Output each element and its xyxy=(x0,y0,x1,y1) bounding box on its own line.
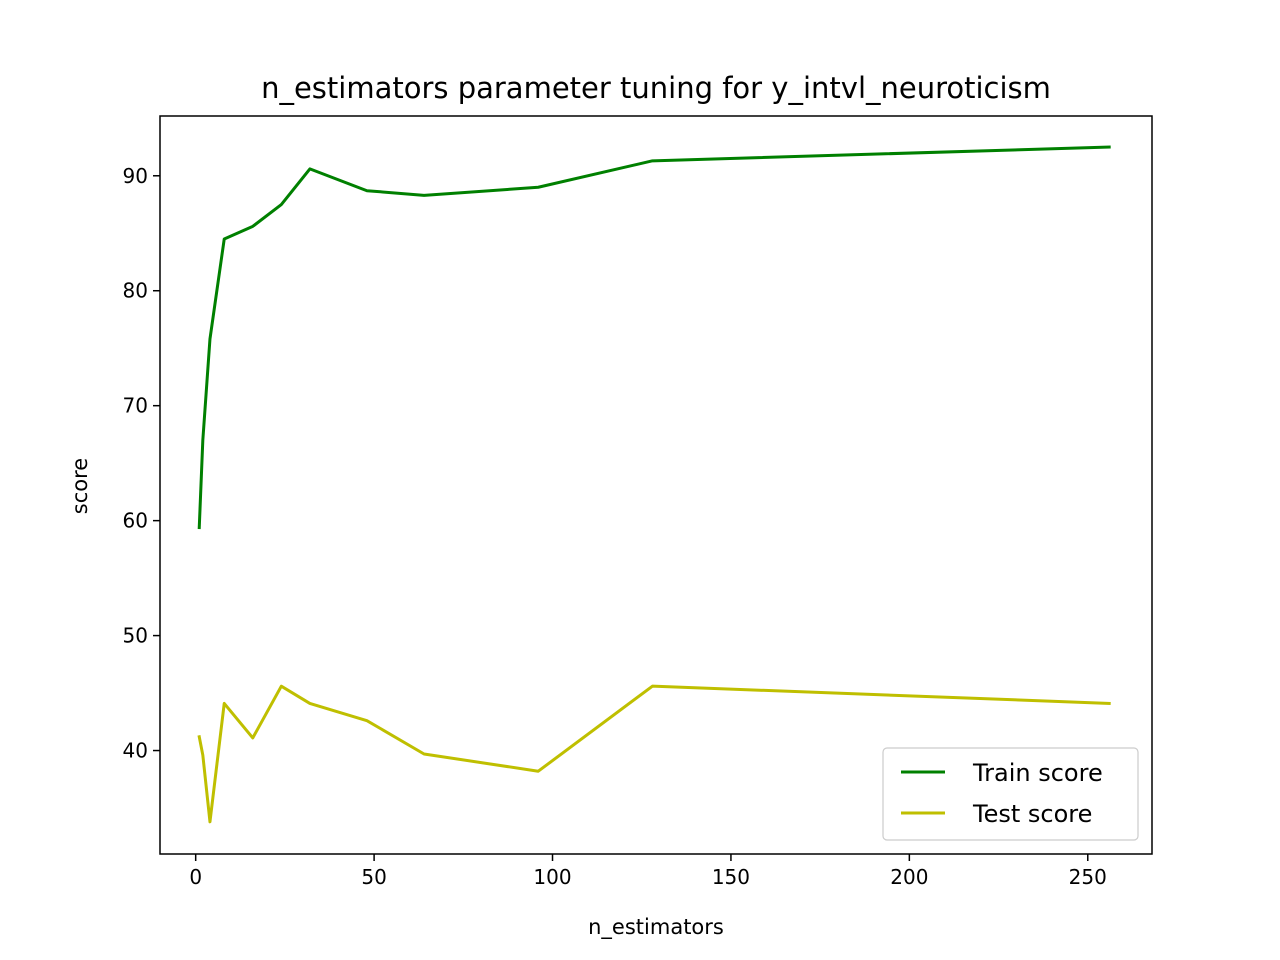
x-tick-label: 100 xyxy=(533,865,571,889)
y-tick-label: 90 xyxy=(123,164,148,188)
x-tick-label: 50 xyxy=(361,865,386,889)
axes-frame xyxy=(159,115,1153,855)
series-line-train-score xyxy=(197,145,1111,530)
y-axis-label: score xyxy=(68,458,92,514)
y-tick-label: 80 xyxy=(123,279,148,303)
y-tick-label: 40 xyxy=(123,739,148,763)
tick-group: 0 50 100 150 200 250 40 50 60 70 80 90 xyxy=(123,164,1107,889)
legend-label: Test score xyxy=(972,800,1092,828)
x-tick-label: 0 xyxy=(189,865,202,889)
y-tick-label: 60 xyxy=(123,509,148,533)
legend-label: Train score xyxy=(972,759,1103,787)
y-tick-label: 70 xyxy=(123,394,148,418)
x-tick-label: 200 xyxy=(890,865,928,889)
series-line-test-score xyxy=(197,684,1111,824)
series-group xyxy=(197,145,1111,824)
legend: Train score Test score xyxy=(882,747,1139,841)
x-tick-label: 150 xyxy=(712,865,750,889)
legend-box xyxy=(882,747,1139,841)
y-tick-label: 50 xyxy=(123,624,148,648)
chart-title: n_estimators parameter tuning for y_intv… xyxy=(261,71,1051,105)
x-axis-label: n_estimators xyxy=(588,915,724,940)
x-tick-label: 250 xyxy=(1069,865,1107,889)
